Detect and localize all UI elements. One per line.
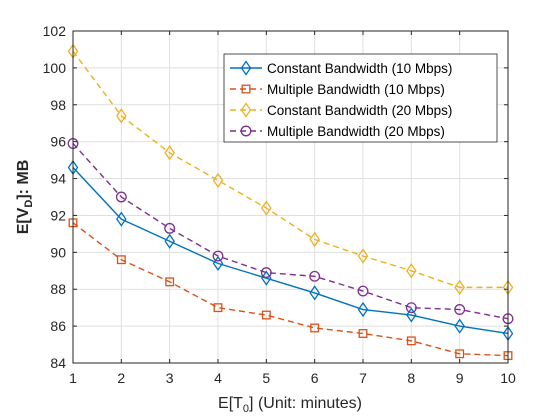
- data-point: [212, 250, 224, 262]
- legend-box: [223, 53, 498, 143]
- x-tick-label: 7: [359, 370, 367, 386]
- series-line: [72, 50, 508, 289]
- y-tick-label: 90: [50, 244, 66, 260]
- data-point: [357, 301, 369, 318]
- series-4: [67, 138, 514, 325]
- series-line: [72, 167, 509, 335]
- legend-label: Multiple Bandwidth (10 Mbps): [267, 82, 445, 97]
- data-point: [164, 233, 175, 249]
- series-2: [68, 218, 513, 361]
- data-point: [406, 263, 417, 279]
- series-1: [67, 159, 514, 342]
- series-line: [72, 222, 509, 357]
- y-tick-label: 98: [50, 97, 66, 113]
- legend-label: Constant Bandwidth (10 Mbps): [267, 61, 452, 76]
- data-point: [116, 108, 127, 124]
- y-tick-label: 86: [50, 318, 66, 334]
- legend-marker: [240, 125, 252, 137]
- data-point: [309, 231, 320, 248]
- data-point: [260, 267, 272, 279]
- legend: Constant Bandwidth (10 Mbps) Multiple Ban…: [223, 53, 498, 143]
- data-point: [261, 200, 272, 216]
- data-point: [165, 277, 175, 287]
- data-point: [116, 255, 126, 265]
- data-point: [212, 172, 224, 189]
- series-group: [67, 43, 514, 361]
- legend-item-3: Constant Bandwidth (20 Mbps): [230, 102, 452, 118]
- data-point: [406, 336, 416, 346]
- data-point: [455, 349, 465, 359]
- y-axis-label: E[VD]: MB: [15, 160, 35, 235]
- x-tick-label: 2: [117, 370, 125, 386]
- x-tick-label: 1: [69, 370, 77, 386]
- data-point: [405, 302, 417, 314]
- y-tick-label: 100: [43, 60, 67, 76]
- data-point: [357, 248, 369, 264]
- y-tick-label: 92: [50, 207, 66, 223]
- legend-marker: [240, 102, 252, 118]
- x-tick-labels: 1 2 3 4 5 6 7 8 9 10: [69, 31, 516, 386]
- data-point: [406, 307, 417, 323]
- x-tick-label: 4: [214, 370, 222, 386]
- x-axis-label: E[T0] (Unit: minutes): [218, 395, 362, 415]
- data-point: [309, 270, 321, 282]
- legend-marker: [241, 84, 251, 94]
- data-point: [261, 310, 271, 320]
- legend-label: Constant Bandwidth (20 Mbps): [267, 103, 452, 118]
- x-tick-label: 9: [456, 370, 464, 386]
- y-tick-label: 96: [50, 134, 66, 150]
- data-point: [116, 211, 127, 227]
- x-tick-label: 6: [311, 370, 319, 386]
- plot-frame: [72, 30, 509, 364]
- data-point: [358, 329, 368, 338]
- data-point: [309, 285, 320, 301]
- legend-items: Constant Bandwidth (10 Mbps) Multiple Ban…: [230, 60, 452, 139]
- data-point: [212, 255, 224, 272]
- series-line: [72, 143, 509, 320]
- data-point: [454, 318, 465, 334]
- legend-item-4: Multiple Bandwidth (20 Mbps): [230, 124, 445, 139]
- x-tick-label: 3: [166, 370, 174, 386]
- legend-item-2: Multiple Bandwidth (10 Mbps): [230, 82, 445, 97]
- data-point: [454, 304, 466, 315]
- data-point: [357, 285, 369, 297]
- legend-marker: [240, 60, 252, 76]
- y-tick-label: 88: [50, 281, 66, 297]
- x-tick-label: 8: [407, 370, 415, 386]
- y-tick-label: 102: [43, 23, 67, 39]
- y-tick-label: 84: [50, 355, 66, 371]
- data-point: [454, 279, 465, 296]
- legend-label: Multiple Bandwidth (20 Mbps): [267, 124, 445, 139]
- data-point: [115, 191, 127, 203]
- y-tick-labels: 84 86 88 90 92 94 96 98 100 102: [43, 23, 508, 371]
- data-point: [310, 323, 320, 333]
- data-point: [164, 145, 175, 161]
- x-tick-label: 5: [262, 370, 270, 386]
- y-tick-label: 94: [50, 171, 66, 187]
- legend-item-1: Constant Bandwidth (10 Mbps): [230, 60, 452, 76]
- data-point: [213, 303, 223, 313]
- x-tick-label: 10: [500, 370, 516, 386]
- series-3: [67, 43, 514, 296]
- data-point: [164, 222, 176, 234]
